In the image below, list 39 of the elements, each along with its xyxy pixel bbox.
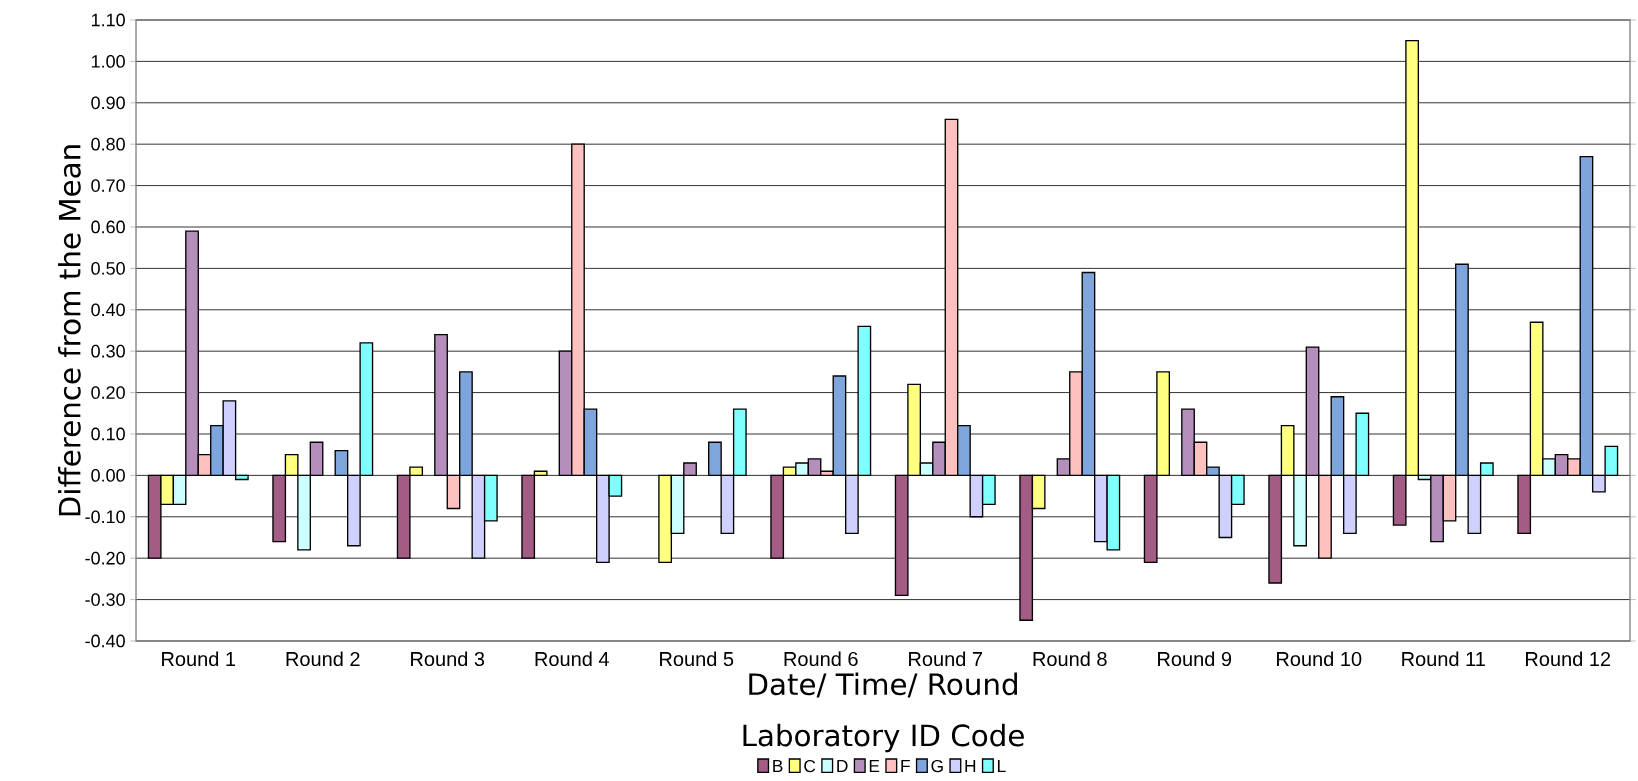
legend-label: G [931, 759, 943, 773]
y-tick-label: 0.70 [91, 179, 125, 192]
x-tick-label: Round 5 [660, 651, 734, 667]
y-tick-label: 0.80 [91, 137, 125, 151]
y-tick-label: 0.90 [91, 96, 125, 110]
y-tick-label: -0.40 [85, 634, 125, 648]
y-tick-label: 1.00 [91, 55, 125, 68]
y-tick-label: -0.20 [85, 551, 125, 565]
x-tick-label: Round 1 [162, 651, 236, 667]
y-tick-label: 0.50 [91, 262, 125, 275]
y-tick-label: -0.10 [85, 510, 125, 524]
y-tick-label: 0.40 [91, 303, 125, 317]
x-tick-label: Round 3 [411, 651, 485, 667]
y-tick-label: 0.10 [91, 427, 125, 441]
x-tick-label: Round 2 [286, 651, 360, 667]
legend-label: C [804, 759, 816, 773]
y-tick-label: 0.00 [91, 469, 125, 482]
legend-label: B [773, 760, 783, 772]
x-tick-label: Round 10 [1277, 651, 1362, 667]
x-tick-label: Round 4 [535, 651, 609, 667]
legend-label: E [869, 760, 880, 772]
y-tick-label: 1.10 [91, 13, 125, 27]
x-tick-label: Round 6 [784, 651, 858, 667]
legend-title: Laboratory ID Code [743, 723, 1024, 753]
legend-label: L [997, 760, 1006, 772]
legend-label: F [901, 760, 910, 772]
x-tick-label: Round 12 [1526, 651, 1611, 667]
legend-label: H [965, 760, 976, 772]
x-axis-title: Date/ Time/ Round [749, 672, 1017, 698]
x-tick-label: Round 9 [1158, 651, 1232, 667]
x-tick-label: Round 8 [1033, 651, 1107, 667]
y-tick-label: 0.20 [91, 386, 125, 399]
y-axis-title: Difference from the Mean [58, 145, 81, 516]
y-tick-label: -0.30 [85, 593, 125, 606]
y-tick-label: 0.30 [91, 344, 125, 358]
legend-label: D [837, 760, 848, 772]
x-tick-label: Round 7 [909, 651, 983, 667]
x-tick-label: Round 11 [1402, 651, 1485, 667]
y-tick-label: 0.60 [91, 220, 125, 234]
